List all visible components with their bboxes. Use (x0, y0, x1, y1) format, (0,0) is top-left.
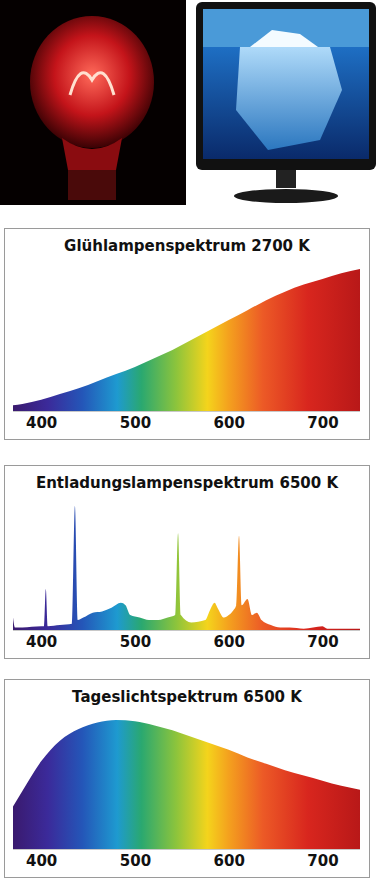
svg-text:400: 400 (26, 633, 57, 651)
svg-text:500: 500 (120, 414, 151, 432)
svg-text:600: 600 (214, 414, 245, 432)
svg-text:400: 400 (26, 414, 57, 432)
svg-text:600: 600 (214, 852, 245, 870)
svg-text:500: 500 (120, 633, 151, 651)
svg-text:400: 400 (26, 852, 57, 870)
svg-text:600: 600 (214, 633, 245, 651)
html-text:Tageslichtspektrum 6500 K: Tageslichtspektrum 6500 K (72, 688, 302, 706)
html-text:Glühlampenspektrum 2700 K: Glühlampenspektrum 2700 K (64, 237, 310, 255)
svg-text:700: 700 (307, 414, 338, 432)
svg-text:700: 700 (307, 852, 338, 870)
html-text:Entladungslampenspektrum 6500: Entladungslampenspektrum 6500 K (35, 474, 338, 492)
svg-text:500: 500 (120, 852, 151, 870)
svg-text:700: 700 (307, 633, 338, 651)
